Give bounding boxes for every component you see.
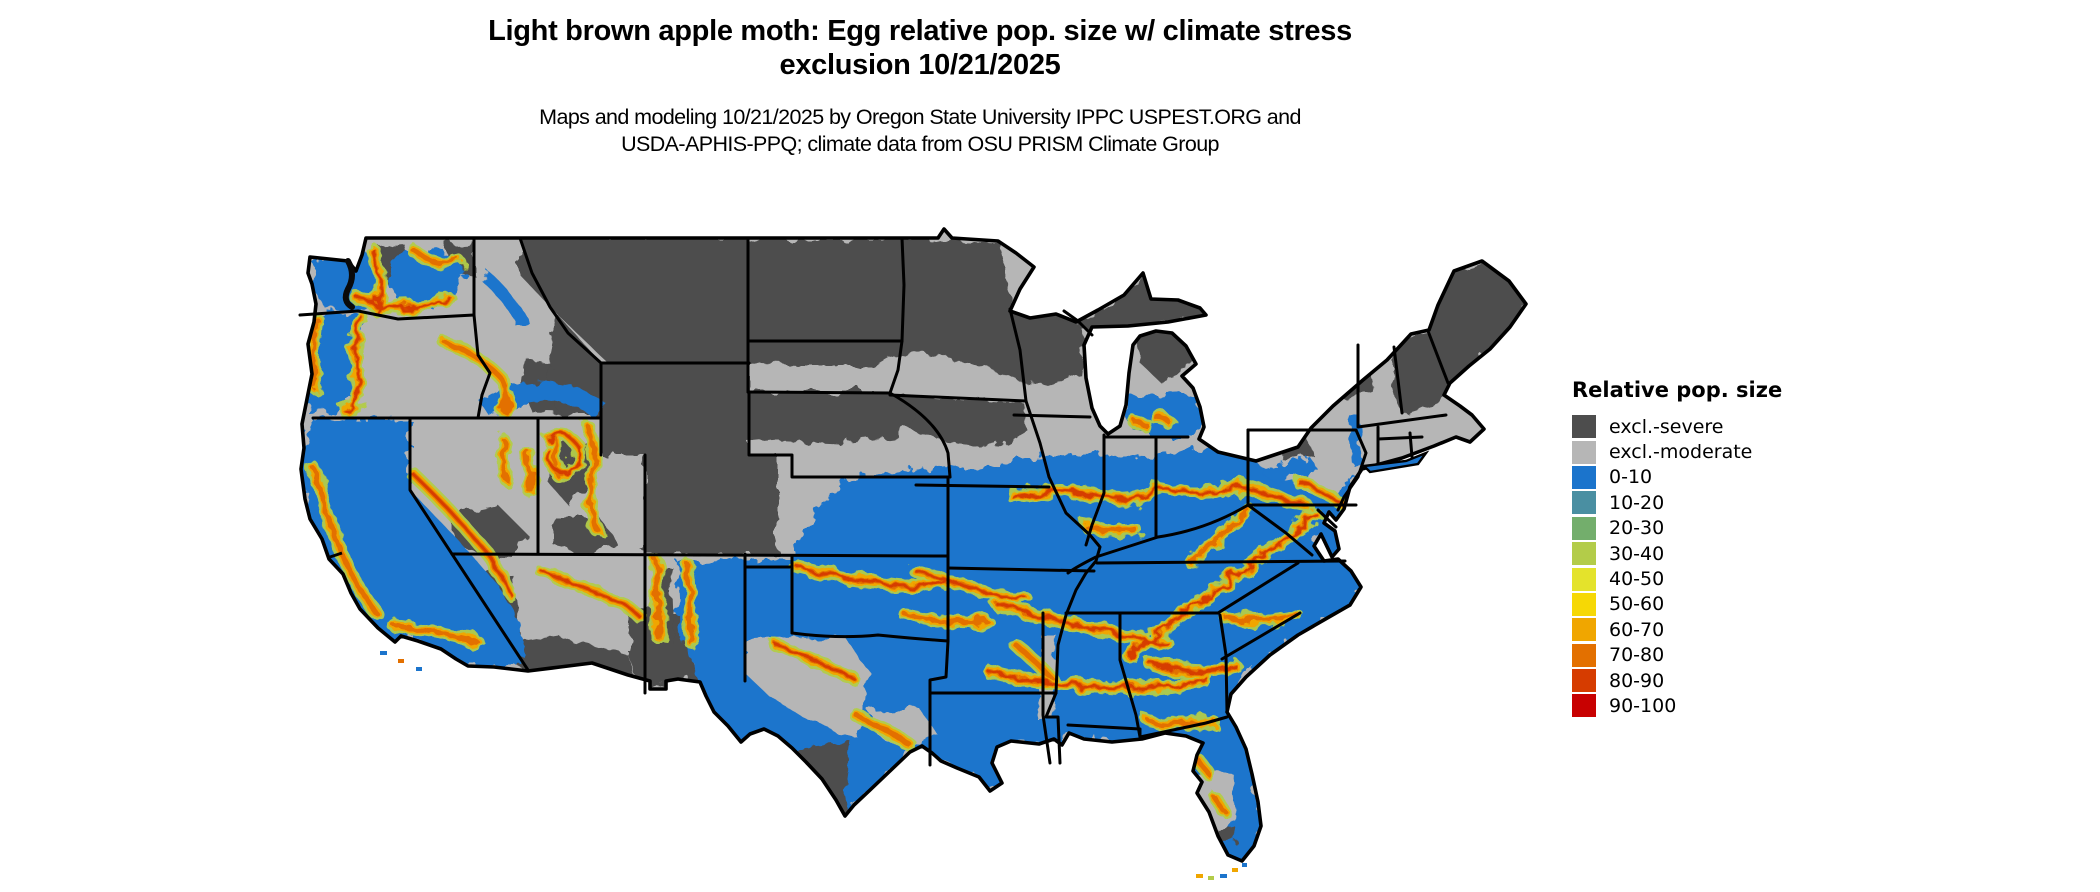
legend-items: excl.-severe excl.-moderate 0-10 10-20 20-30… [1572,414,1782,719]
legend-item-excl.-moderate: excl.-moderate [1572,439,1782,464]
map-title-line2: exclusion 10/21/2025 [779,49,1061,81]
exclusion-severe-overlay [768,743,1238,845]
legend-label: 0-10 [1609,466,1653,489]
legend-swatch [1572,618,1596,642]
legend-label: 50-60 [1609,593,1665,616]
header: Light brown apple moth: Egg relative pop… [320,14,1520,158]
legend-label: excl.-moderate [1609,441,1753,464]
legend: Relative pop. size excl.-severe excl.-mod… [1572,378,1782,719]
legend-title: Relative pop. size [1572,378,1783,402]
legend-item-20-30: 20-30 [1572,516,1782,541]
legend-item-90-100: 90-100 [1572,693,1782,718]
legend-swatch [1572,491,1596,515]
legend-label: 60-70 [1609,618,1665,641]
legend-swatch [1572,440,1596,464]
legend-swatch [1572,465,1596,489]
legend-label: 40-50 [1609,568,1665,591]
legend-swatch [1572,415,1596,439]
legend-swatch [1572,542,1596,566]
population-blue-arcs [480,270,1363,466]
legend-item-30-40: 30-40 [1572,541,1782,566]
san-francisco-bay-inlet [329,551,343,559]
legend-item-0-10: 0-10 [1572,465,1782,490]
legend-label: 70-80 [1609,644,1665,667]
map-subtitle: Maps and modeling 10/21/2025 by Oregon S… [320,104,1520,158]
legend-label: excl.-severe [1609,415,1724,438]
legend-label: 30-40 [1609,542,1665,565]
legend-label: 10-20 [1609,491,1665,514]
legend-swatch [1572,694,1596,718]
legend-label: 80-90 [1609,669,1665,692]
legend-swatch [1572,643,1596,667]
us-map [298,215,1538,892]
legend-item-10-20: 10-20 [1572,490,1782,515]
puget-sound-inlet [342,258,355,310]
long-island [1361,450,1430,474]
legend-swatch [1572,592,1596,616]
legend-item-excl.-severe: excl.-severe [1572,414,1782,439]
legend-item-80-90: 80-90 [1572,668,1782,693]
legend-swatch [1572,516,1596,540]
legend-label: 90-100 [1609,694,1677,717]
legend-swatch [1572,669,1596,693]
map-subtitle-line2: USDA-APHIS-PPQ; climate data from OSU PR… [621,132,1219,156]
legend-label: 20-30 [1609,517,1665,540]
legend-swatch [1572,567,1596,591]
legend-item-50-60: 50-60 [1572,592,1782,617]
legend-item-70-80: 70-80 [1572,643,1782,668]
map-title-line1: Light brown apple moth: Egg relative pop… [488,15,1352,47]
legend-item-40-50: 40-50 [1572,566,1782,591]
us-map-svg [298,227,1528,880]
legend-item-60-70: 60-70 [1572,617,1782,642]
florida-keys [1196,863,1247,880]
channel-islands [380,651,422,671]
map-subtitle-line1: Maps and modeling 10/21/2025 by Oregon S… [539,105,1301,129]
